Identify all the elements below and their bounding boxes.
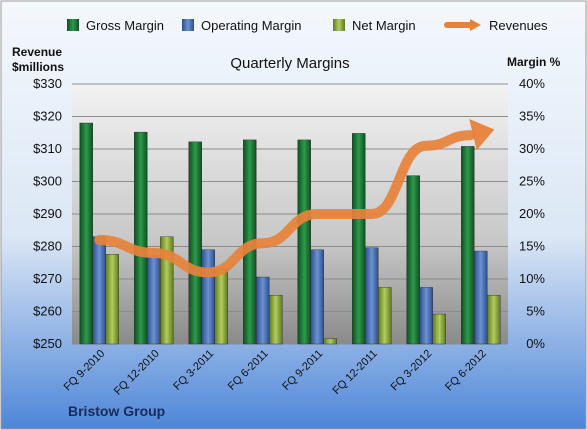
legend-label-net-margin: Net Margin (352, 18, 416, 33)
bar-net-margin (214, 269, 228, 345)
left-axis-title-line1: Revenue (12, 45, 62, 59)
right-tick-label: 25% (519, 174, 545, 189)
right-tick-label: 0% (526, 336, 545, 351)
left-tick-label: $310 (33, 141, 62, 156)
bar-operating-margin (92, 236, 106, 345)
legend-swatch-net-margin (333, 19, 345, 31)
bar-gross-margin (134, 131, 148, 345)
right-tick-label: 35% (519, 109, 545, 124)
legend-swatch-gross-margin (67, 19, 79, 31)
bar-operating-margin (474, 250, 488, 345)
bar-operating-margin (310, 249, 324, 345)
left-tick-label: $280 (33, 239, 62, 254)
right-tick-label: 40% (519, 76, 545, 91)
right-tick-label: 15% (519, 239, 545, 254)
bar-net-margin (160, 236, 174, 345)
legend-arrow-revenues (470, 19, 481, 31)
bar-operating-margin (365, 247, 379, 345)
bar-operating-margin (419, 287, 433, 345)
right-axis-ticks: 0% 5% 10% 15% 20% 25% 30% 35% 40% (519, 76, 545, 351)
bar-gross-margin (461, 146, 475, 345)
company-name: Bristow Group (68, 403, 165, 419)
bar-net-margin (432, 313, 446, 345)
bar-net-margin (487, 295, 501, 345)
left-tick-label: $270 (33, 271, 62, 286)
bar-net-margin (269, 295, 283, 345)
left-tick-label: $260 (33, 304, 62, 319)
left-tick-label: $320 (33, 109, 62, 124)
right-axis-title: Margin % (507, 55, 561, 69)
bar-gross-margin (79, 122, 93, 345)
right-tick-label: 5% (526, 304, 545, 319)
legend-label-operating-margin: Operating Margin (201, 18, 301, 33)
right-tick-label: 10% (519, 271, 545, 286)
chart-title: Quarterly Margins (230, 55, 349, 72)
bar-operating-margin (201, 249, 215, 345)
bar-net-margin (378, 287, 392, 345)
revenue-series (94, 119, 495, 278)
bar-gross-margin (406, 175, 420, 345)
right-tick-label: 20% (519, 206, 545, 221)
bar-operating-margin (147, 255, 161, 345)
left-tick-label: $300 (33, 174, 62, 189)
legend-swatch-operating-margin (182, 19, 194, 31)
bar-operating-margin (256, 276, 270, 345)
legend-label-gross-margin: Gross Margin (86, 18, 164, 33)
bar-gross-margin (188, 141, 202, 345)
left-axis-title-line2: $millions (12, 60, 64, 74)
legend-label-revenues: Revenues (489, 18, 548, 33)
revenue-line (94, 130, 477, 278)
left-tick-label: $290 (33, 206, 62, 221)
left-tick-label: $330 (33, 76, 62, 91)
bars (79, 122, 501, 345)
bar-net-margin (105, 254, 119, 345)
revenue-arrowhead (469, 119, 495, 151)
left-axis-ticks: $250 $260 $270 $280 $290 $300 $310 $320 $330 (33, 76, 62, 351)
bar-net-margin (323, 338, 337, 345)
legend: Gross Margin Operating Margin Net Margin… (67, 18, 548, 33)
left-tick-label: $250 (33, 336, 62, 351)
bar-gross-margin (352, 133, 366, 345)
bar-gross-margin (297, 139, 311, 345)
right-tick-label: 30% (519, 141, 545, 156)
